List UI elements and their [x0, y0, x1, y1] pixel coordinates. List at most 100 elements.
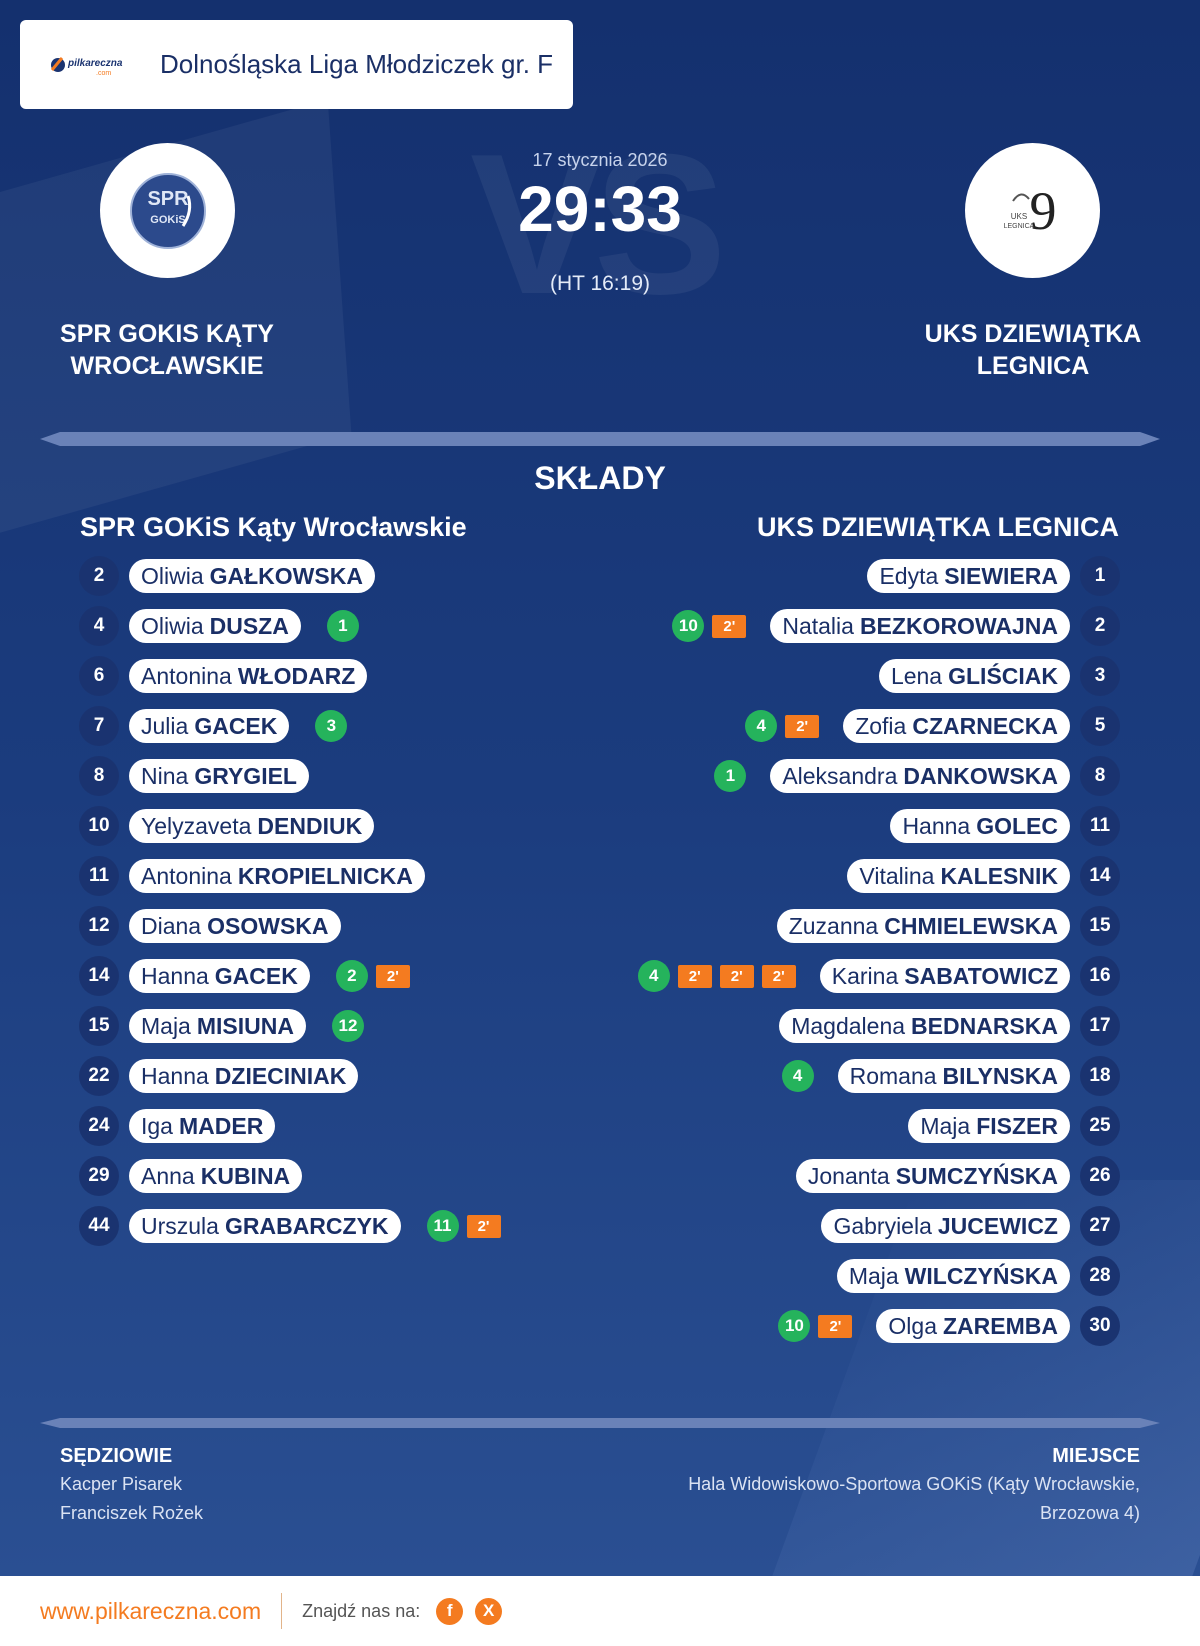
player-name[interactable]: Aleksandra DANKOWSKA: [770, 759, 1070, 793]
player-name[interactable]: Oliwia DUSZA: [129, 609, 301, 643]
player-name[interactable]: Zuzanna CHMIELEWSKA: [776, 909, 1070, 943]
player-last-name: SIEWIERA: [944, 562, 1058, 589]
penalty-badge: 2': [818, 1314, 853, 1338]
facebook-icon[interactable]: f: [436, 1597, 464, 1625]
player-first-name: Zuzanna: [788, 912, 879, 939]
player-name[interactable]: Romana BILYNSKA: [837, 1059, 1070, 1093]
player-last-name: MISIUNA: [196, 1012, 294, 1039]
player-name[interactable]: Nina GRYGIEL: [129, 759, 309, 793]
player-number: 30: [1080, 1306, 1120, 1346]
player-last-name: OSOWSKA: [207, 912, 329, 939]
player-first-name: Nina: [141, 762, 189, 789]
player-first-name: Zofia: [855, 712, 907, 739]
player-name[interactable]: Maja FISZER: [908, 1109, 1070, 1143]
player-last-name: DZIECINIAK: [214, 1062, 347, 1089]
player-first-name: Aleksandra: [782, 762, 898, 789]
player-name[interactable]: Magdalena BEDNARSKA: [779, 1009, 1070, 1043]
away-team-name-line1: UKS DZIEWIĄTKA: [924, 320, 1142, 348]
player-first-name: Diana: [141, 912, 202, 939]
player-name[interactable]: Iga MADER: [129, 1109, 276, 1143]
player-first-name: Olga: [888, 1312, 937, 1339]
player-first-name: Romana: [849, 1062, 937, 1089]
site-link[interactable]: www.pilkareczna.com: [40, 1597, 262, 1624]
player-number: 1: [1080, 556, 1120, 596]
home-crest-text: SPR: [147, 188, 189, 210]
player-name[interactable]: Julia GACEK: [129, 709, 290, 743]
divider: [40, 1418, 1160, 1428]
goals-badge: 4: [781, 1060, 814, 1092]
player-number: 4: [79, 606, 119, 646]
player-name[interactable]: Diana OSOWSKA: [129, 909, 341, 943]
player-name[interactable]: Oliwia GAŁKOWSKA: [129, 559, 375, 593]
player-number: 8: [1080, 756, 1120, 796]
player-number: 29: [79, 1156, 119, 1196]
player-last-name: DUSZA: [209, 612, 289, 639]
player-number: 11: [1080, 806, 1120, 846]
player-name[interactable]: Natalia BEZKOROWAJNA: [770, 609, 1070, 643]
league-title: Dolnośląska Liga Młodziczek gr. F: [160, 49, 554, 79]
away-team-name: UKS DZIEWIĄTKA LEGNICA: [883, 318, 1183, 382]
player-row: 22 Hanna DZIECINIAK: [79, 1056, 359, 1096]
player-row: 4 Romana BILYNSKA 18: [781, 1056, 1120, 1096]
player-last-name: FISZER: [976, 1112, 1058, 1139]
player-name[interactable]: Edyta SIEWIERA: [867, 559, 1070, 593]
player-row: 29 Anna KUBINA: [79, 1156, 303, 1196]
player-name[interactable]: Karina SABATOWICZ: [819, 959, 1070, 993]
player-last-name: GRYGIEL: [194, 762, 297, 789]
player-name[interactable]: Maja WILCZYŃSKA: [836, 1259, 1070, 1293]
home-team-name-line2: WROCŁAWSKIE: [70, 352, 264, 380]
player-row: 24 Iga MADER: [79, 1106, 276, 1146]
venue-text: Hala Widowiskowo-Sportowa GOKiS (Kąty Wr…: [688, 1470, 1140, 1528]
player-name[interactable]: Hanna DZIECINIAK: [129, 1059, 359, 1093]
player-row: 10 Yelyzaveta DENDIUK: [79, 806, 375, 846]
player-number: 11: [79, 856, 119, 896]
player-name[interactable]: Urszula GRABARCZYK: [129, 1209, 401, 1243]
player-name[interactable]: Lena GLIŚCIAK: [878, 659, 1070, 693]
player-number: 3: [1080, 656, 1120, 696]
penalty-badge: 2': [466, 1214, 501, 1238]
player-name[interactable]: Antonina WŁODARZ: [129, 659, 368, 693]
venue-line1: Hala Widowiskowo-Sportowa GOKiS (Kąty Wr…: [688, 1474, 1140, 1494]
player-row: Hanna GOLEC 11: [890, 806, 1120, 846]
player-last-name: BEZKOROWAJNA: [859, 612, 1058, 639]
player-first-name: Karina: [831, 962, 899, 989]
player-name[interactable]: Hanna GACEK: [129, 959, 310, 993]
penalty-badge: 2': [375, 964, 410, 988]
player-name[interactable]: Zofia CZARNECKA: [843, 709, 1070, 743]
player-row: Edyta SIEWIERA 1: [867, 556, 1120, 596]
player-first-name: Vitalina: [859, 862, 935, 889]
player-name[interactable]: Anna KUBINA: [129, 1159, 303, 1193]
player-first-name: Maja: [848, 1262, 899, 1289]
player-last-name: CHMIELEWSKA: [884, 912, 1058, 939]
player-name[interactable]: Maja MISIUNA: [129, 1009, 306, 1043]
goals-badge: 11: [426, 1210, 459, 1242]
player-name[interactable]: Hanna GOLEC: [890, 809, 1070, 843]
penalty-badge: 2': [677, 964, 712, 988]
ball-icon: pilkareczna .com: [50, 56, 123, 77]
player-number: 17: [1080, 1006, 1120, 1046]
player-row: Magdalena BEDNARSKA 17: [779, 1006, 1120, 1046]
player-name[interactable]: Yelyzaveta DENDIUK: [129, 809, 375, 843]
player-first-name: Oliwia: [141, 612, 204, 639]
site-logo[interactable]: pilkareczna .com: [48, 50, 140, 80]
player-last-name: DENDIUK: [257, 812, 363, 839]
referees-list: Kacper Pisarek Franciszek Rożek: [60, 1470, 203, 1528]
player-last-name: KUBINA: [200, 1162, 291, 1189]
player-name[interactable]: Gabryiela JUCEWICZ: [821, 1209, 1070, 1243]
referee-name: Franciszek Rożek: [60, 1503, 204, 1523]
x-icon[interactable]: X: [475, 1597, 503, 1625]
player-row: 4 2' 2' 2' Karina SABATOWICZ 16: [637, 956, 1120, 996]
player-name[interactable]: Antonina KROPIELNICKA: [129, 859, 425, 893]
home-crest-icon: SPR GOKiS: [129, 172, 206, 249]
player-number: 8: [79, 756, 119, 796]
player-last-name: GRABARCZYK: [224, 1212, 389, 1239]
player-number: 14: [1080, 856, 1120, 896]
player-name[interactable]: Jonanta SUMCZYŃSKA: [795, 1159, 1070, 1193]
lineups-title: SKŁADY: [534, 460, 666, 496]
player-row: 4 Oliwia DUSZA 1: [79, 606, 359, 646]
player-name[interactable]: Vitalina KALESNIK: [847, 859, 1070, 893]
player-last-name: KALESNIK: [940, 862, 1058, 889]
player-number: 27: [1080, 1206, 1120, 1246]
player-name[interactable]: Olga ZAREMBA: [876, 1309, 1070, 1343]
goals-badge: 2: [335, 960, 368, 992]
